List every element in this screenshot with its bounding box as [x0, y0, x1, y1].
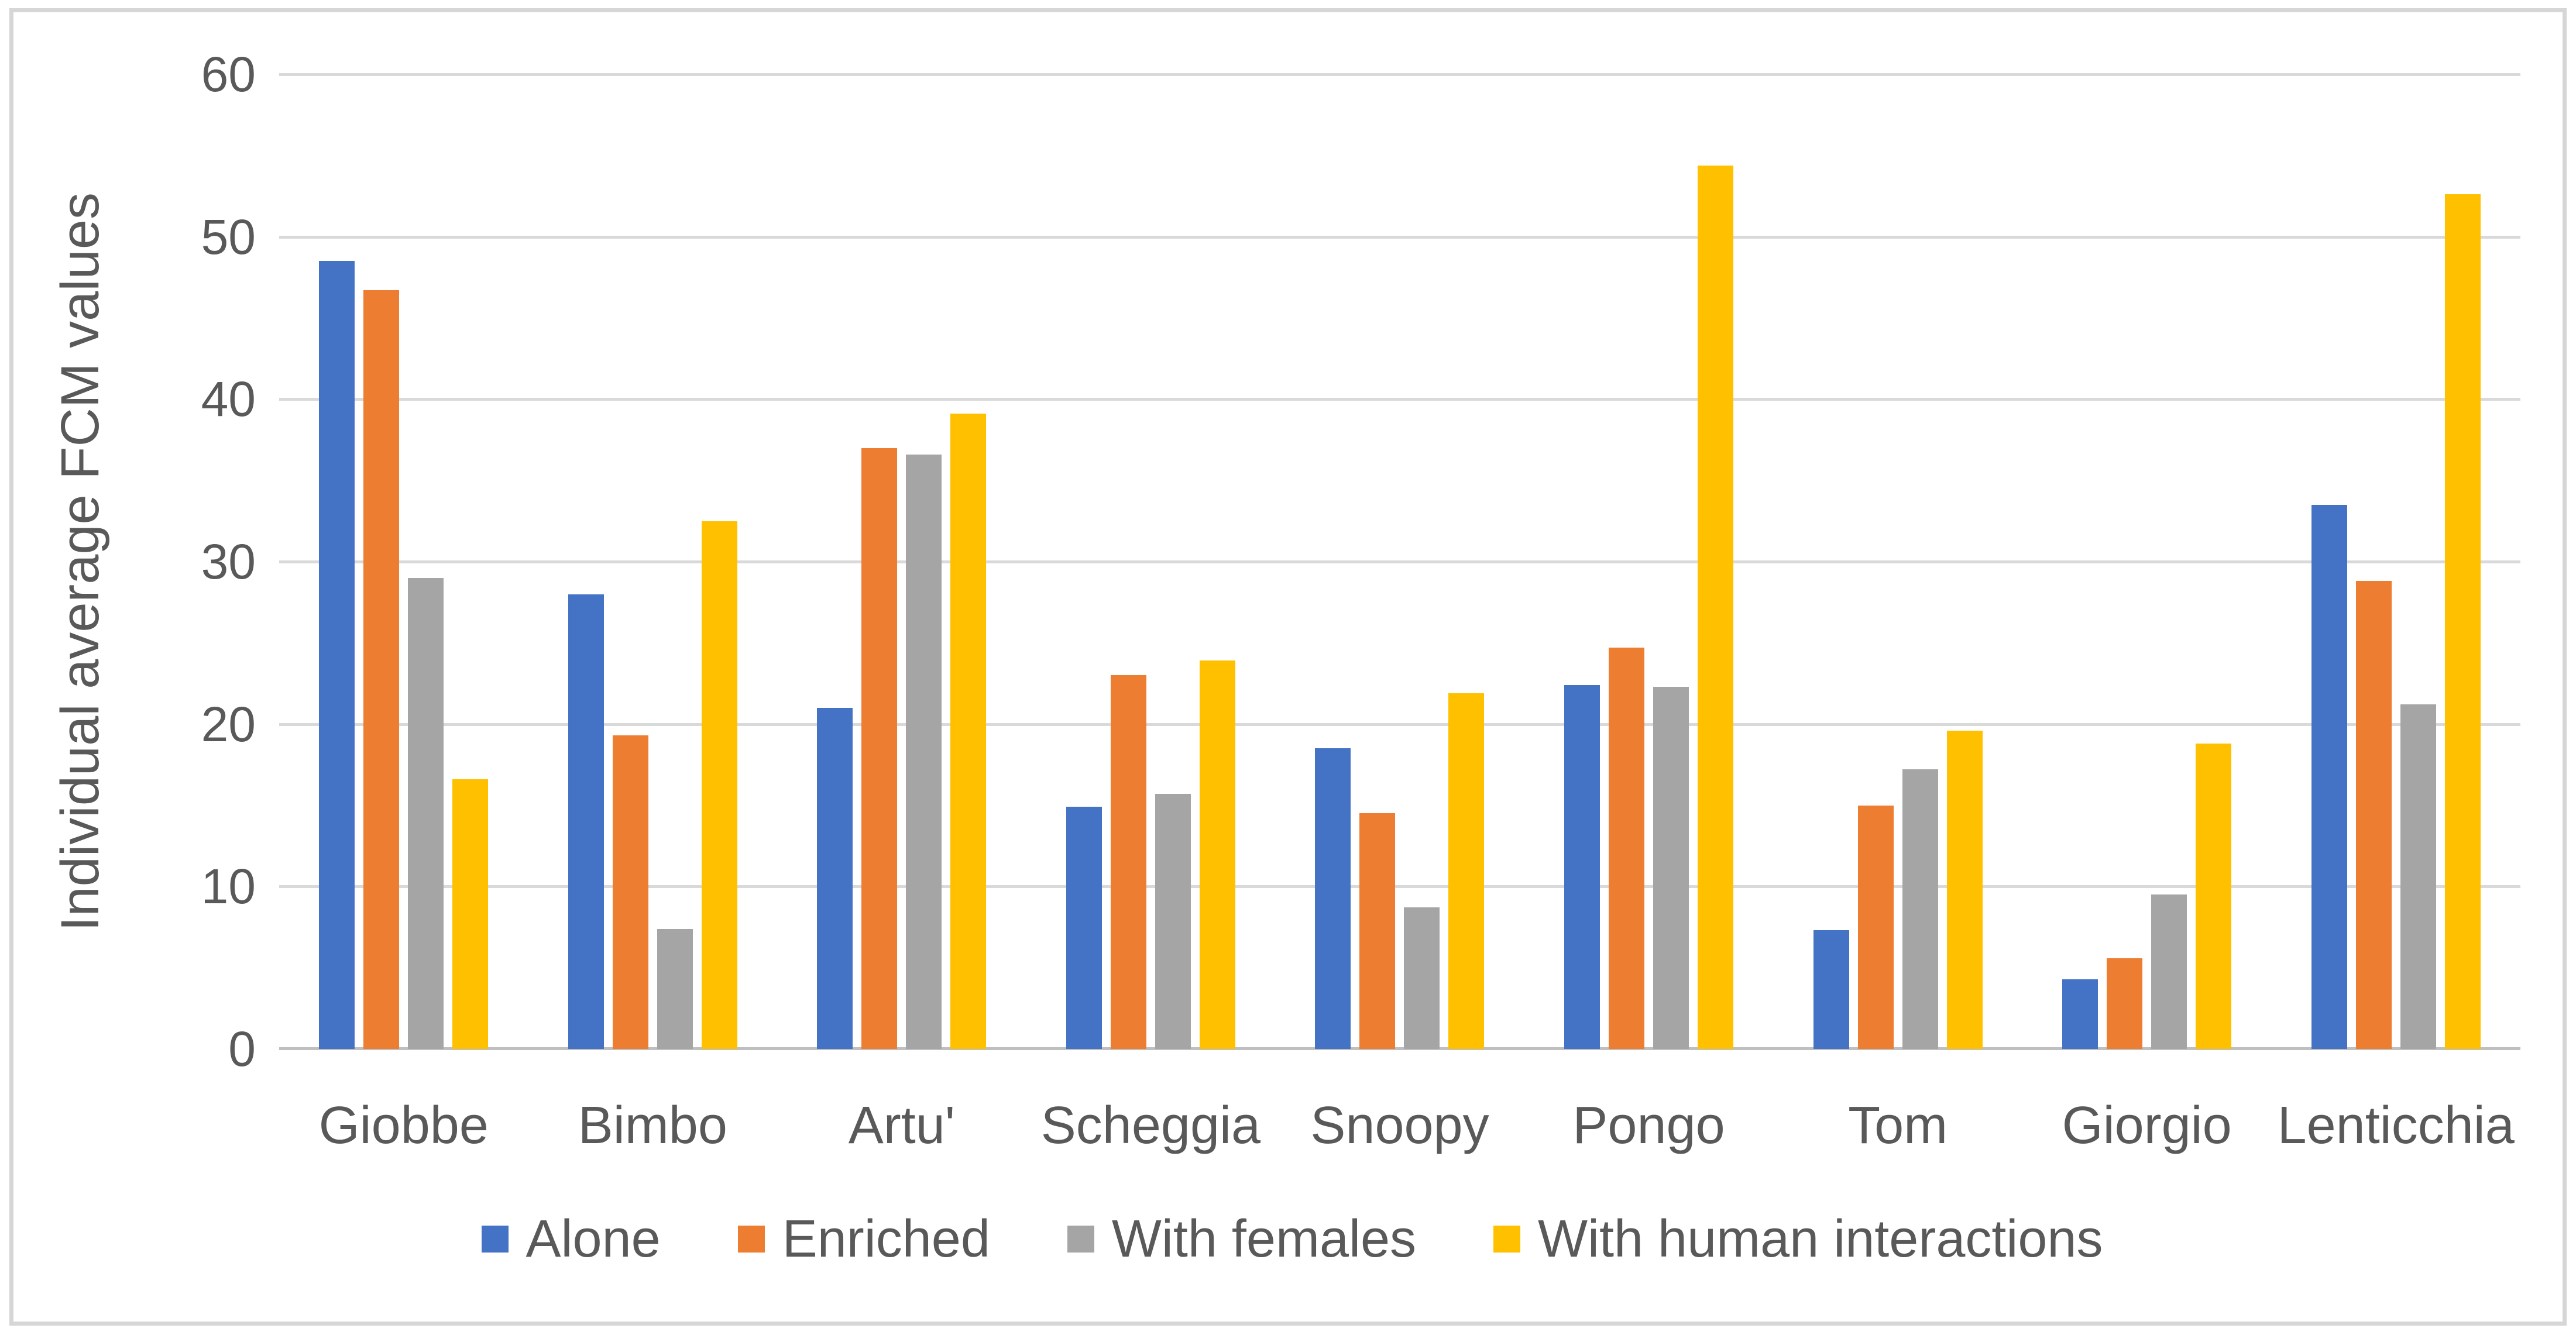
gridline-60	[279, 73, 2520, 76]
legend-label: Enriched	[782, 1210, 990, 1268]
category-label-bimbo: Bimbo	[578, 1096, 727, 1155]
bar-group-snoopy	[1275, 74, 1524, 1049]
bar-alone	[1066, 807, 1102, 1049]
bar-with-females	[1902, 769, 1938, 1049]
category-label-lenticchia: Lenticchia	[2277, 1096, 2515, 1155]
y-tick-label-60: 60	[201, 47, 256, 102]
category-label-artu: Artu'	[848, 1096, 955, 1155]
bar-enriched	[2107, 958, 2143, 1049]
bar-with-females	[657, 928, 693, 1049]
chart-frame: Individual average FCM values 0 10 20 30 40 5…	[9, 8, 2567, 1326]
legend-item-alone: Alone	[481, 1210, 661, 1268]
legend-item-with-human-interactions: With human interactions	[1493, 1213, 2103, 1265]
y-tick-label-40: 40	[201, 371, 256, 427]
bar-with-females	[1404, 907, 1440, 1049]
bar-enriched	[1857, 805, 1894, 1049]
bar-with-human-interactions	[452, 779, 489, 1049]
bar-alone	[817, 707, 853, 1049]
bar-with-human-interactions	[1698, 165, 1734, 1049]
bar-with-females	[906, 454, 942, 1049]
legend-label: Alone	[525, 1210, 661, 1268]
bar-group-tom	[1773, 74, 2022, 1049]
legend-swatch-icon	[481, 1226, 509, 1253]
y-tick-label-20: 20	[201, 696, 256, 752]
bar-with-human-interactions	[1946, 730, 1983, 1049]
bar-enriched	[1110, 675, 1146, 1049]
bar-with-females	[2151, 894, 2187, 1049]
gridline-40	[279, 398, 2520, 401]
category-label-tom: Tom	[1848, 1096, 1948, 1155]
category-label-giobbe: Giobbe	[318, 1096, 489, 1155]
bar-alone	[319, 261, 355, 1049]
bar-with-human-interactions	[950, 414, 987, 1049]
gridline-20	[279, 722, 2520, 726]
bar-with-females	[2400, 704, 2436, 1049]
legend-item-enriched: Enriched	[737, 1210, 990, 1268]
y-axis-title-container: Individual average FCM values	[31, 74, 130, 1049]
bar-with-human-interactions	[701, 521, 737, 1049]
legend-swatch-icon	[737, 1226, 765, 1253]
bar-alone	[1315, 748, 1351, 1049]
x-axis-line	[279, 1047, 2520, 1050]
bar-enriched	[2355, 581, 2392, 1049]
y-tick-label-30: 30	[201, 534, 256, 589]
gridline-30	[279, 560, 2520, 563]
bar-alone	[2311, 504, 2347, 1049]
bar-alone	[2062, 979, 2098, 1049]
bar-group-giobbe	[279, 74, 528, 1049]
bar-group-artu	[777, 74, 1026, 1049]
legend: Alone Enriched With females With human inte…	[13, 1213, 2571, 1265]
category-label-pongo: Pongo	[1572, 1096, 1725, 1155]
y-axis-title: Individual average FCM values	[50, 192, 111, 931]
bar-with-human-interactions	[2196, 744, 2232, 1049]
category-label-scheggia: Scheggia	[1040, 1096, 1261, 1155]
y-tick-label-50: 50	[201, 209, 256, 264]
plot-area	[279, 73, 2520, 1050]
bar-group-giorgio	[2022, 74, 2272, 1049]
legend-label: With human interactions	[1538, 1210, 2103, 1268]
bar-alone	[1813, 930, 1849, 1049]
bar-with-human-interactions	[1199, 660, 1235, 1049]
bar-enriched	[861, 448, 898, 1049]
bar-group-pongo	[1524, 74, 1774, 1049]
bar-with-human-interactions	[1448, 693, 1485, 1049]
category-label-giorgio: Giorgio	[2062, 1096, 2232, 1155]
legend-swatch-icon	[1493, 1226, 1521, 1253]
bar-with-females	[1155, 794, 1191, 1049]
bar-group-lenticchia	[2271, 74, 2520, 1049]
bar-alone	[1564, 685, 1600, 1049]
bar-enriched	[612, 735, 648, 1049]
legend-label: With females	[1111, 1210, 1417, 1268]
bar-enriched	[1359, 813, 1396, 1049]
bar-enriched	[363, 290, 400, 1049]
legend-item-with-females: With females	[1067, 1213, 1416, 1265]
bar-enriched	[1609, 648, 1645, 1049]
bar-group-scheggia	[1026, 74, 1276, 1049]
bar-with-human-interactions	[2444, 194, 2481, 1049]
category-label-snoopy: Snoopy	[1310, 1096, 1489, 1155]
bar-alone	[568, 594, 604, 1049]
legend-swatch-icon	[1067, 1226, 1094, 1253]
bar-with-females	[408, 577, 444, 1049]
y-tick-label-0: 0	[228, 1021, 256, 1076]
gridline-50	[279, 235, 2520, 239]
bar-group-bimbo	[528, 74, 778, 1049]
y-tick-label-10: 10	[201, 859, 256, 914]
bar-with-females	[1653, 686, 1689, 1049]
gridline-10	[279, 885, 2520, 889]
